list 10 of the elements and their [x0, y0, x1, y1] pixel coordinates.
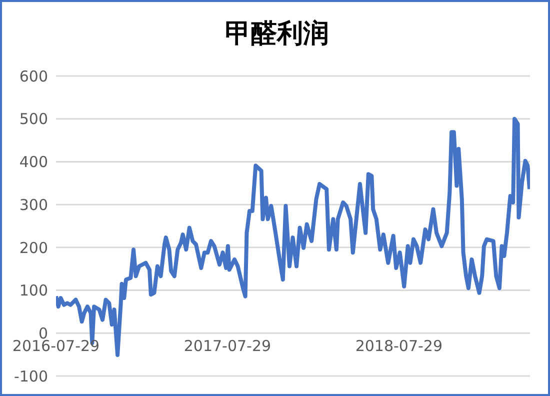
y-tick-label: -100 [14, 367, 48, 386]
chart-title: 甲醛利润 [224, 18, 330, 51]
y-tick-label: 100 [19, 282, 48, 300]
y-tick-label: 300 [19, 196, 48, 214]
y-tick-label: 200 [19, 238, 48, 257]
x-tick-label: 2018-07-29 [355, 337, 443, 356]
y-tick-label: 400 [19, 153, 48, 172]
x-tick-label: 2017-07-29 [184, 337, 272, 356]
y-tick-label: 500 [19, 110, 48, 128]
y-tick-label: 600 [19, 67, 48, 86]
